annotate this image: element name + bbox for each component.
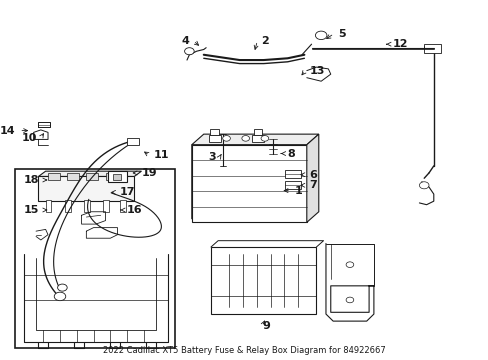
Circle shape	[346, 297, 353, 303]
Polygon shape	[306, 134, 318, 222]
Bar	[112, 174, 121, 180]
Circle shape	[315, 31, 326, 40]
Polygon shape	[191, 145, 306, 222]
Text: 7: 7	[308, 180, 316, 190]
Bar	[86, 173, 98, 180]
Bar	[105, 173, 117, 180]
Text: 2: 2	[261, 36, 268, 46]
Text: 14: 14	[0, 126, 16, 136]
Text: 9: 9	[262, 321, 269, 332]
Circle shape	[54, 292, 65, 301]
Circle shape	[261, 136, 268, 141]
Text: 3: 3	[208, 152, 215, 162]
Bar	[191, 145, 306, 222]
Bar	[285, 181, 300, 189]
Text: 16: 16	[127, 205, 142, 215]
Text: 10: 10	[21, 133, 37, 143]
Bar	[103, 201, 109, 212]
Circle shape	[222, 136, 230, 141]
Bar	[84, 201, 89, 212]
Bar	[253, 129, 261, 135]
Text: 18: 18	[24, 175, 40, 185]
Bar	[251, 135, 263, 141]
Bar	[39, 176, 134, 201]
Bar	[285, 171, 300, 178]
Bar	[210, 247, 316, 314]
Text: 1: 1	[294, 186, 302, 195]
Circle shape	[242, 136, 249, 141]
Text: 15: 15	[24, 205, 40, 215]
Text: 17: 17	[120, 187, 135, 197]
Bar	[64, 201, 70, 212]
Text: 6: 6	[308, 170, 316, 180]
Bar	[48, 173, 60, 180]
Text: 13: 13	[308, 66, 324, 76]
Bar	[67, 173, 79, 180]
Text: 5: 5	[337, 28, 345, 39]
Circle shape	[419, 182, 428, 189]
Text: 11: 11	[153, 150, 168, 160]
Bar	[120, 201, 125, 212]
Text: 4: 4	[181, 36, 189, 46]
Text: 8: 8	[287, 149, 295, 158]
Bar	[210, 129, 218, 135]
Text: 12: 12	[392, 39, 407, 49]
Bar	[424, 44, 440, 53]
Polygon shape	[191, 134, 318, 145]
Text: 2022 Cadillac XT5 Battery Fuse & Relay Box Diagram for 84922667: 2022 Cadillac XT5 Battery Fuse & Relay B…	[103, 346, 385, 355]
Circle shape	[346, 262, 353, 267]
Polygon shape	[39, 171, 141, 176]
Bar	[208, 135, 220, 141]
Circle shape	[184, 48, 194, 55]
Bar	[45, 201, 51, 212]
Bar	[127, 138, 139, 145]
Circle shape	[58, 284, 67, 291]
Polygon shape	[108, 171, 127, 182]
Bar	[16, 170, 175, 348]
Text: 19: 19	[141, 168, 157, 178]
